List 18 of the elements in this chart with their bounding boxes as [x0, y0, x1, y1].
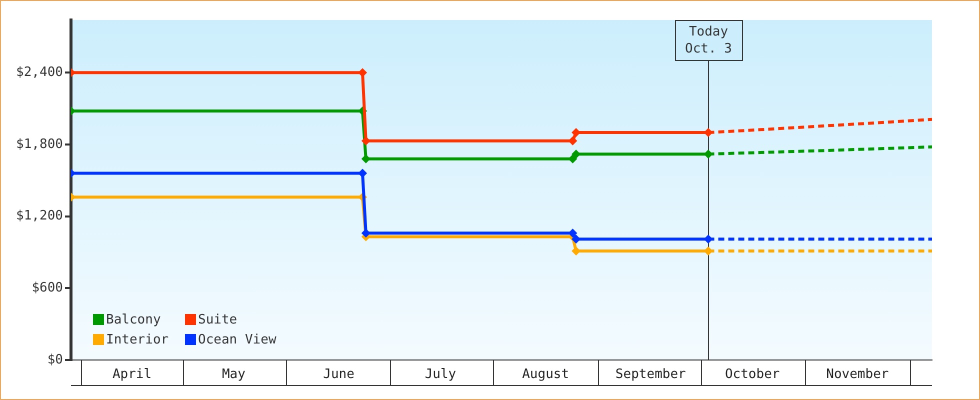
- x-tick-label: May: [222, 367, 246, 382]
- x-tick-label: June: [323, 367, 355, 382]
- y-tick-label: $1,800: [16, 136, 63, 152]
- x-tick-label: November: [826, 367, 889, 382]
- legend-label: Ocean View: [198, 332, 276, 348]
- x-tick-label: September: [615, 367, 686, 382]
- x-tick-label: August: [522, 367, 570, 382]
- x-tick-label: July: [424, 367, 456, 382]
- y-tick-label: $2,400: [16, 65, 63, 80]
- x-tick-label: October: [724, 367, 780, 382]
- y-tick-label: $1,200: [16, 208, 63, 224]
- legend-label: Interior: [106, 332, 169, 348]
- x-tick-label: April: [112, 367, 152, 382]
- y-tick-label: $600: [32, 280, 63, 296]
- ref-line-label: Today Oct. 3: [685, 24, 732, 56]
- legend-label: Suite: [198, 312, 238, 328]
- legend-label: Balcony: [106, 312, 161, 328]
- y-tick-label: $0: [47, 352, 63, 368]
